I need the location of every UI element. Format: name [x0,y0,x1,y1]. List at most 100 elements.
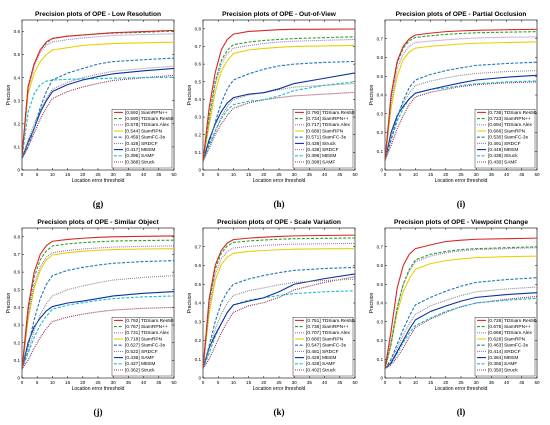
y-tick-label: 0.7 [14,252,21,257]
series-line-samf [385,81,537,161]
y-tick-label: 0.3 [195,319,202,324]
series-line-srdcf [22,275,174,370]
y-tick-label: 0.1 [377,149,384,154]
x-tick-label: 45 [519,380,525,385]
series-line-meem [22,295,174,370]
series-line-tdsiam-alex [385,247,537,369]
y-axis-label: Precision [369,85,375,106]
legend-entry: [0.689] SiamRPN [306,128,344,134]
y-tick-label: 0.5 [14,287,21,292]
series-line-tdsiam-res50 [203,28,355,162]
legend-entry: [0.734] SiamRPN++ [306,116,349,122]
x-tick-label: 45 [337,172,343,177]
y-tick-label: 0.4 [377,93,384,98]
chart-title: Precision plots of OPE - Partial Occlusi… [396,11,527,18]
series-line-tdsiam-res50 [385,237,537,369]
x-tick-label: 45 [156,172,162,177]
y-tick-label: 0.2 [195,338,202,343]
series-line-tdsiam-res50 [385,28,537,161]
legend-entry: [0.547] SiamFC-3s [306,343,347,349]
legend-entry: [0.459] SiamFC-3s [125,135,166,141]
legend-entry: [0.590] TDSiam.Res50 [125,116,174,122]
y-axis-label: Precision [6,85,12,106]
x-tick-label: 10 [50,172,56,177]
y-tick-label: 0.3 [14,323,21,328]
x-tick-label: 10 [231,172,237,177]
x-tick-label: 40 [322,172,328,177]
series-line-siamrpn [203,248,355,369]
panel-caption: (g) [93,199,104,209]
y-tick-label: 0.2 [14,340,21,345]
legend-entry: [0.731] TDSiam.Alex [125,330,170,336]
x-tick-label: 40 [322,380,328,385]
x-tick-label: 10 [413,172,419,177]
legend-entry: [0.350] Struck [488,367,518,373]
series-line-samf [203,91,355,162]
legend-entry: [0.398] MEEM [306,153,336,159]
y-tick-label: 0 [380,376,383,381]
x-tick-label: 50 [534,380,540,385]
legend-box [474,108,536,169]
y-tick-label: 0.5 [195,79,202,84]
series-line-meem [385,74,537,161]
x-tick-label: 30 [292,380,298,385]
y-tick-label: 0.2 [377,130,384,135]
series-line-siamrpn- [22,239,174,370]
legend-entry: [0.428] MEEM [306,355,336,361]
series-line-tdsiam-res50 [203,234,355,369]
y-tick-label: 0 [380,168,383,173]
y-tick-label: 0.3 [377,111,384,116]
legend-entry: [0.362] Struck [125,367,155,373]
series-line-siamrpn- [385,246,537,369]
legend-entry: [0.436] SAMF [125,355,154,361]
y-tick-label: 0.4 [377,301,384,306]
legend-entry: [0.751] TDSiam.Res50 [306,318,355,324]
legend-entry: [0.666] SiamRPN [488,128,526,134]
series-line-struck [203,276,355,369]
y-tick-label: 0.5 [14,52,21,57]
x-tick-label: 0 [202,172,205,177]
chart-title: Precision plots of OPE - Similar Object [37,219,159,226]
legend-box [474,317,536,377]
legend-entry: [0.438] Struck [306,141,336,147]
y-tick-label: 0.7 [377,36,384,41]
series-line-tdsiam-alex [22,33,174,157]
x-tick-label: 20 [443,380,449,385]
series-line-siamfc-3s [385,277,537,369]
legend-entry: [0.428] SAMF [306,361,335,367]
x-tick-label: 5 [217,172,220,177]
series-line-meem [385,292,537,370]
chart-panel-l: Precision plots of OPE - Viewpoint Chang… [369,219,540,417]
series-line-siamrpn- [203,237,355,369]
legend-entry: [0.438] Struck [488,153,518,159]
x-tick-label: 40 [141,380,147,385]
series-line-struck [203,72,355,162]
series-line-siamfc-3s [385,61,537,161]
chart-panel-h: Precision plots of OPE - Out-of-View 0 5 10… [187,11,358,209]
x-tick-label: 40 [141,172,147,177]
x-tick-label: 35 [489,172,495,177]
legend-entry: [0.414] SRDCF [488,349,521,355]
legend-entry: [0.398] SAMF [306,159,335,165]
x-axis-label: Location error threshold [435,386,488,392]
legend-box [111,317,173,377]
series-line-siamfc-3s [203,266,355,369]
x-tick-label: 0 [384,172,387,177]
series-line-siamfc-3s [22,57,174,159]
x-tick-label: 50 [171,380,177,385]
x-tick-label: 50 [171,172,177,177]
x-tick-label: 10 [231,380,237,385]
y-tick-label: 0.4 [195,97,202,102]
y-tick-label: 0.5 [377,74,384,79]
legend-entry: [0.668] TDSiam.Alex [488,330,533,336]
y-tick-label: 0 [17,376,20,381]
legend-entry: [0.792] TDSiam.Res50 [125,318,174,324]
chart-panel-g: Precision plots of OPE - Low Resolution 0… [6,11,177,209]
x-tick-label: 50 [534,172,540,177]
chart-title: Precision plots of OPE - Out-of-View [222,11,337,18]
y-tick-label: 0.2 [195,132,202,137]
legend-entry: [0.402] Struck [306,367,336,373]
y-tick-label: 0.1 [14,358,21,363]
legend-entry: [0.448] MEEM [488,147,518,153]
